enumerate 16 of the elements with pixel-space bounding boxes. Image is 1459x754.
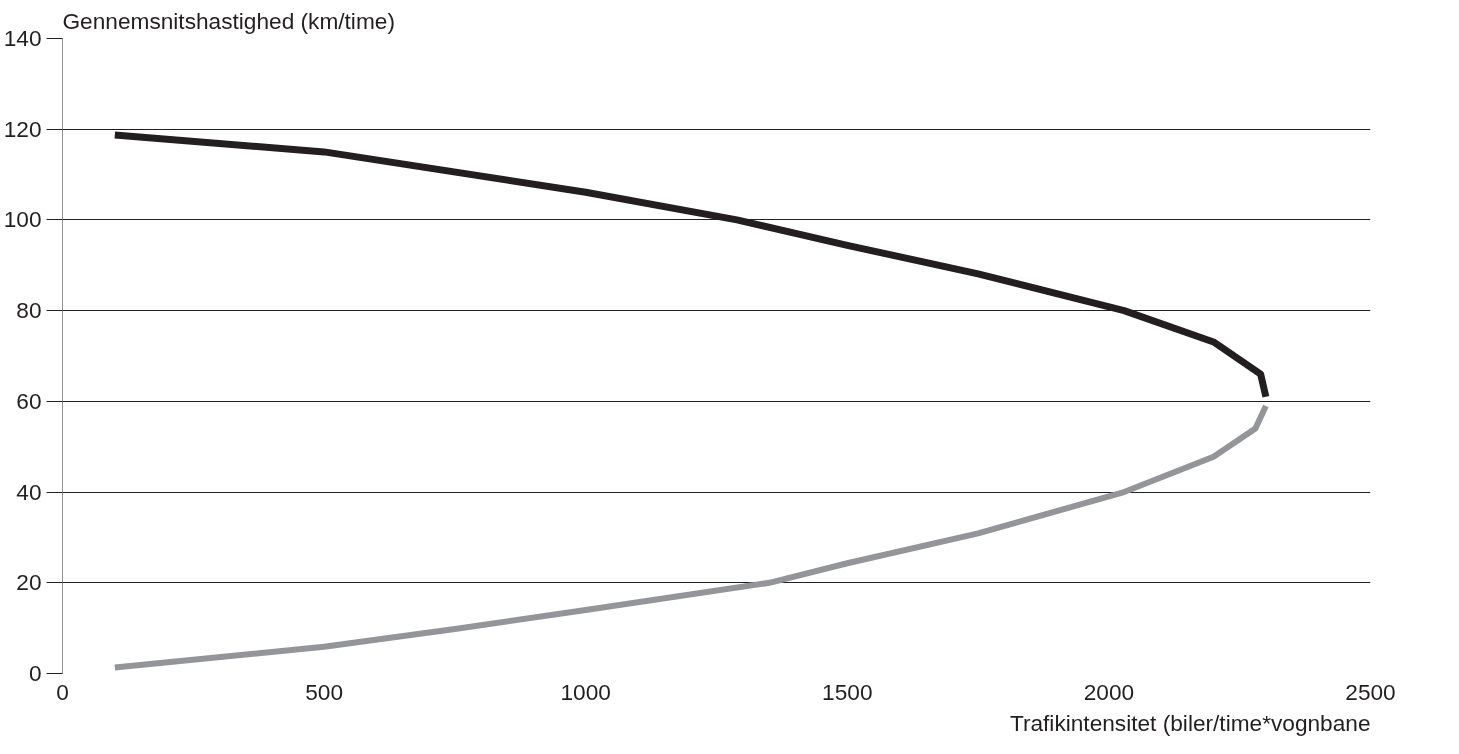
y-tick-label: 60 <box>16 387 42 414</box>
x-axis-title: Trafikintensitet (biler/time*vognbane <box>1009 709 1371 736</box>
y-tick-label: 140 <box>3 25 42 51</box>
y-tick-label: 80 <box>16 297 42 324</box>
y-tick-label: 0 <box>28 660 42 686</box>
x-tick-label: 500 <box>305 678 344 705</box>
y-tick-label: 120 <box>3 115 42 142</box>
y-axis-title: Gennemsnitshastighed (km/time) <box>62 7 395 34</box>
y-tick-label: 100 <box>3 206 42 233</box>
y-tick-label: 20 <box>16 569 42 596</box>
y-tick-label: 40 <box>16 478 42 505</box>
x-tick-label: 1500 <box>822 678 873 705</box>
x-tick-label: 1000 <box>560 678 611 705</box>
x-tick-label: 2000 <box>1083 678 1135 705</box>
x-tick-label: 0 <box>56 678 69 705</box>
x-tick-label: 2500 <box>1345 678 1396 705</box>
